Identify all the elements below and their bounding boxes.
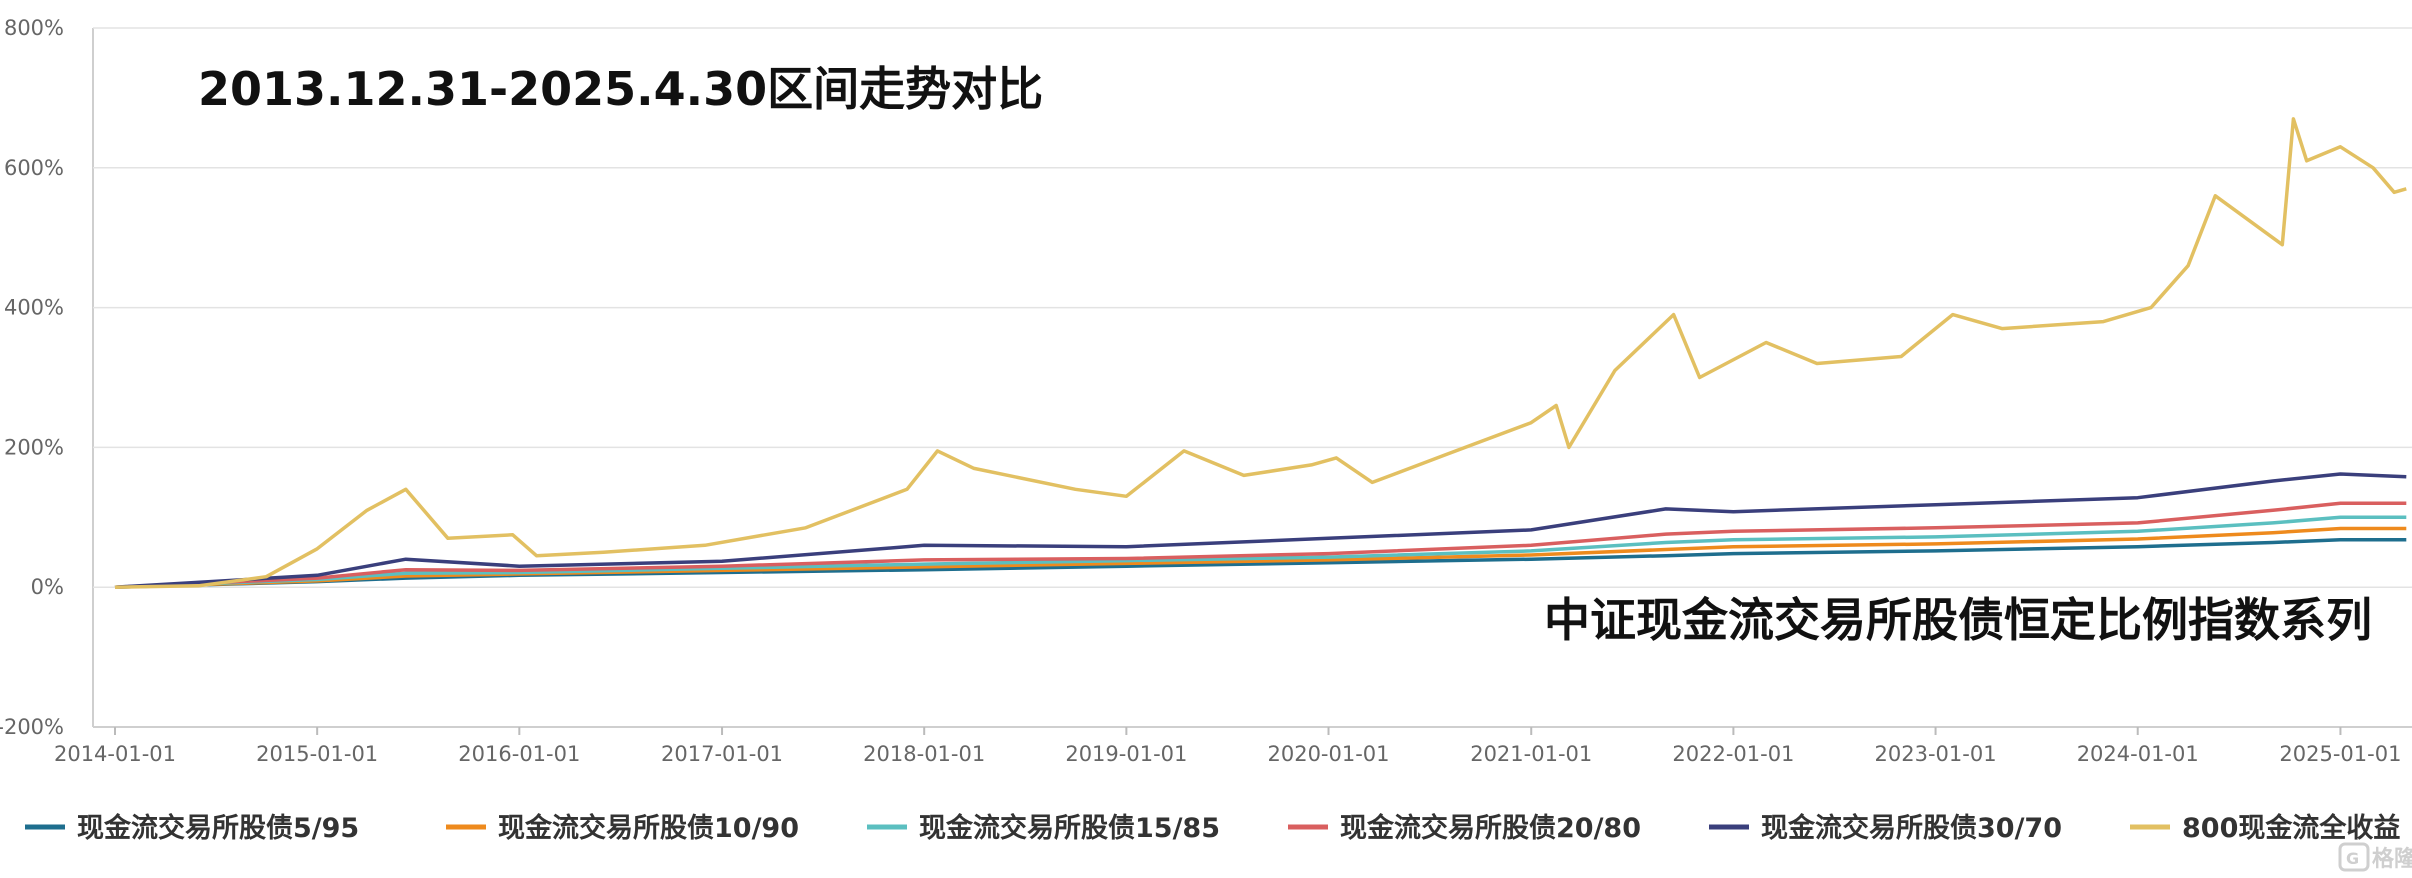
legend-label: 现金流交易所股债20/80 [1340,812,1641,844]
chart-subtitle: 中证现金流交易所股债恒定比例指数系列 [1544,593,2372,647]
y-axis-ticks: -200% 0% 200% 400% 600% 800% [0,16,64,739]
legend-label: 现金流交易所股债5/95 [77,812,359,844]
watermark-logo-icon: G [2338,842,2370,872]
series-line-2 [114,526,2407,589]
watermark-text: 格隆汇 [2372,846,2412,872]
x-axis-ticks: 2014-01-01 2015-01-01 2016-01-01 2017-01-01… [54,727,2401,766]
x-tick-label: 2025-01-01 [2279,742,2401,766]
chart-title: 2013.12.31-2025.4.30区间走势对比 [198,62,1043,116]
legend-item: 现金流交易所股债20/80 [1288,812,1641,844]
legend-item: 现金流交易所股债30/70 [1709,812,2062,844]
legend-item: 800现金流全收益 [2130,812,2400,844]
x-tick-label: 2022-01-01 [1672,742,1794,766]
y-tick-label: 400% [4,296,64,320]
y-tick-label: 0% [31,575,64,599]
x-tick-label: 2023-01-01 [1875,742,1997,766]
legend: 现金流交易所股债5/95 现金流交易所股债10/90 现金流交易所股债15/85 现金… [25,812,2400,844]
x-tick-label: 2016-01-01 [458,742,580,766]
watermark: G 格隆汇 [2338,842,2412,872]
grid-lines [92,27,2412,728]
y-tick-label: 800% [4,16,64,40]
y-tick-label: 600% [4,156,64,180]
x-tick-label: 2024-01-01 [2077,742,2199,766]
series-line-4 [114,501,2407,589]
series-line-6 [114,117,2407,589]
legend-label: 800现金流全收益 [2182,812,2400,844]
y-tick-label: -200% [0,715,64,739]
x-tick-label: 2017-01-01 [661,742,783,766]
x-tick-label: 2021-01-01 [1470,742,1592,766]
legend-item: 现金流交易所股债5/95 [25,812,359,844]
plot-area [114,117,2407,589]
y-tick-label: 200% [4,435,64,459]
x-tick-label: 2014-01-01 [54,742,176,766]
svg-text:G: G [2346,849,2359,868]
legend-label: 现金流交易所股债30/70 [1761,812,2062,844]
x-tick-label: 2018-01-01 [863,742,985,766]
legend-item: 现金流交易所股债10/90 [446,812,799,844]
legend-label: 现金流交易所股债10/90 [498,812,799,844]
series-line-5 [114,472,2407,589]
x-tick-label: 2019-01-01 [1065,742,1187,766]
legend-label: 现金流交易所股债15/85 [919,812,1220,844]
legend-item: 现金流交易所股债15/85 [867,812,1220,844]
x-tick-label: 2015-01-01 [256,742,378,766]
series-line-3 [114,515,2407,589]
x-tick-label: 2020-01-01 [1267,742,1389,766]
